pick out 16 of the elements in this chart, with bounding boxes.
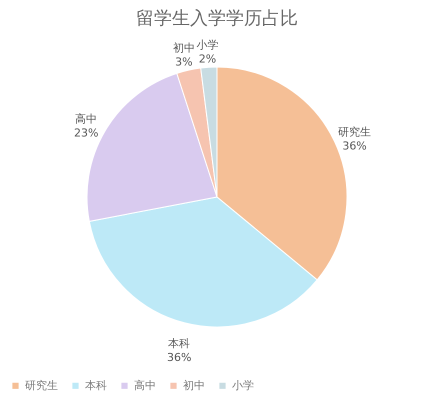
data-label: 36% [342, 139, 367, 152]
legend-label: 高中 [134, 378, 156, 392]
legend-label: 小学 [232, 378, 254, 392]
slice-label: 本科 [168, 337, 190, 350]
data-label: 2% [198, 52, 216, 66]
chart-title: 留学生入学学历占比 [136, 8, 298, 29]
data-label: 36% [166, 351, 192, 364]
slice-label: 初中 [172, 42, 195, 55]
slice-label: 小学 [196, 38, 218, 52]
slice-label: 高中 [75, 112, 98, 126]
legend-label: 研究生 [25, 378, 58, 392]
legend-label: 本科 [85, 378, 107, 392]
slice-label: 研究生 [338, 125, 372, 138]
data-label: 23% [74, 126, 98, 140]
legend-label: 初中 [183, 378, 205, 392]
data-label: 3% [175, 56, 193, 69]
